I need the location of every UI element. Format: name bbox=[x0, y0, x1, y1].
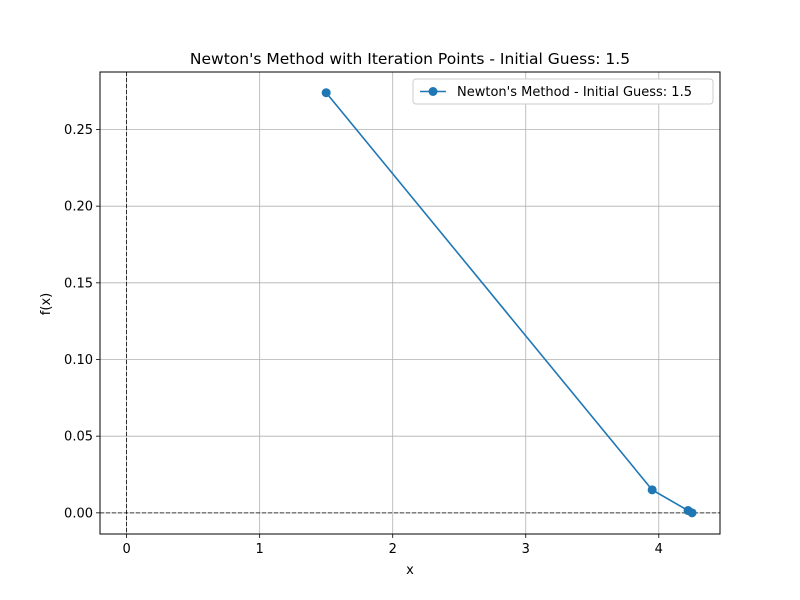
y-tick-label: 0.15 bbox=[64, 276, 93, 291]
y-axis-label: f(x) bbox=[39, 293, 54, 315]
reference-lines bbox=[100, 72, 720, 534]
series-line bbox=[325, 92, 693, 514]
data-point bbox=[647, 485, 657, 495]
legend-label: Newton's Method - Initial Guess: 1.5 bbox=[457, 85, 692, 100]
x-axis-label: x bbox=[406, 563, 414, 578]
legend-marker-swatch bbox=[428, 87, 438, 96]
legend-box bbox=[412, 78, 714, 105]
grid bbox=[100, 72, 720, 534]
axis-ticks: 0 1 2 3 4 0.00 0.05 0.10 0.15 0.20 0.25 bbox=[64, 123, 663, 557]
y-tick-label: 0.00 bbox=[64, 506, 93, 521]
data-point bbox=[687, 508, 697, 518]
x-tick-label: 3 bbox=[522, 542, 530, 557]
chart-title: Newton's Method with Iteration Points - … bbox=[190, 50, 630, 68]
y-tick-label: 0.05 bbox=[64, 430, 93, 445]
legend: Newton's Method - Initial Guess: 1.5 bbox=[412, 78, 714, 105]
series-layer bbox=[321, 88, 697, 518]
plot-frame bbox=[99, 71, 721, 535]
y-tick-label: 0.10 bbox=[64, 353, 93, 368]
y-tick-label: 0.25 bbox=[64, 123, 93, 138]
x-tick-label: 4 bbox=[655, 542, 663, 557]
x-tick-label: 0 bbox=[122, 542, 130, 557]
x-tick-label: 1 bbox=[256, 542, 264, 557]
data-point bbox=[321, 88, 331, 98]
x-tick-label: 2 bbox=[389, 542, 397, 557]
y-tick-label: 0.20 bbox=[64, 200, 93, 215]
